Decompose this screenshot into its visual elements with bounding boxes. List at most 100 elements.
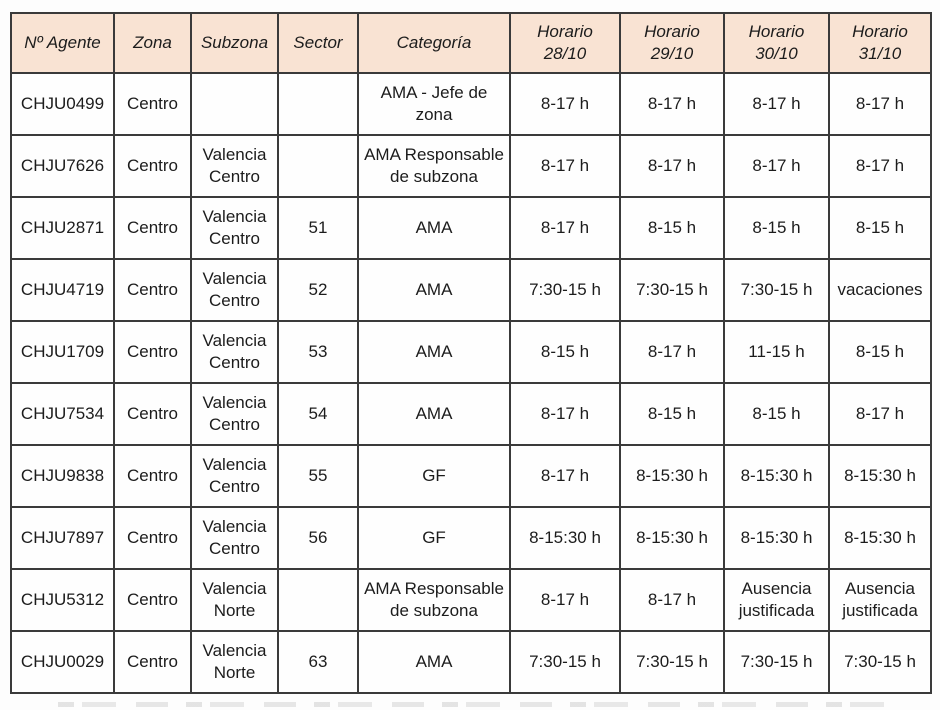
table-cell: AMA - Jefe de zona xyxy=(357,72,511,136)
table-cell: AMA Responsable de subzona xyxy=(357,134,511,198)
col-header-zona: Zona xyxy=(113,12,192,74)
table-cell: 7:30-15 h xyxy=(619,630,725,694)
table-body: CHJU0499 Centro AMA - Jefe de zona 8-17 h 8-… xyxy=(10,72,932,694)
table-cell: 8-15 h xyxy=(619,382,725,446)
table-cell: CHJU4719 xyxy=(10,258,115,322)
table-cell: 7:30-15 h xyxy=(723,630,830,694)
col-header-categoria: Categoría xyxy=(357,12,511,74)
table-cell: 8-17 h xyxy=(509,134,621,198)
table-cell: 7:30-15 h xyxy=(619,258,725,322)
table-cell: 8-15:30 h xyxy=(828,506,932,570)
table-cell: Centro xyxy=(113,320,192,384)
table-cell: 8-15:30 h xyxy=(509,506,621,570)
table-cell: CHJU5312 xyxy=(10,568,115,632)
table-cell: Valencia Centro xyxy=(190,134,279,198)
table-cell: 8-15:30 h xyxy=(828,444,932,508)
table-cell: GF xyxy=(357,444,511,508)
table-cell: Centro xyxy=(113,506,192,570)
table-cell: CHJU0029 xyxy=(10,630,115,694)
col-header-subzona: Subzona xyxy=(190,12,279,74)
table-cell: 63 xyxy=(277,630,359,694)
table-cell: AMA xyxy=(357,630,511,694)
table-cell: GF xyxy=(357,506,511,570)
table-cell: 8-15 h xyxy=(723,196,830,260)
table-cell: 8-17 h xyxy=(619,568,725,632)
table-cell: 8-17 h xyxy=(619,320,725,384)
table-row: CHJU7626 Centro Valencia Centro AMA Respons… xyxy=(10,134,932,198)
table-cell: CHJU1709 xyxy=(10,320,115,384)
table-cell: Centro xyxy=(113,568,192,632)
col-header-horario-30-10: Horario 30/10 xyxy=(723,12,830,74)
table-cell: Valencia Centro xyxy=(190,506,279,570)
col-header-horario-29-10: Horario 29/10 xyxy=(619,12,725,74)
table-cell: 8-17 h xyxy=(619,72,725,136)
table-cell: 8-17 h xyxy=(509,568,621,632)
table-cell: 8-15 h xyxy=(828,320,932,384)
table-cell: AMA Responsable de subzona xyxy=(357,568,511,632)
table-cell: 7:30-15 h xyxy=(509,630,621,694)
table-cell: AMA xyxy=(357,382,511,446)
cropped-caption-artifact xyxy=(58,702,888,707)
table-cell: CHJU7626 xyxy=(10,134,115,198)
header-row: Nº Agente Zona Subzona Sector Categoría … xyxy=(10,12,932,74)
table-cell: Valencia Norte xyxy=(190,630,279,694)
table-cell: AMA xyxy=(357,258,511,322)
col-header-sector: Sector xyxy=(277,12,359,74)
table-cell: Valencia Centro xyxy=(190,382,279,446)
table-cell: 8-17 h xyxy=(828,382,932,446)
table-cell: 52 xyxy=(277,258,359,322)
table-row: CHJU4719 Centro Valencia Centro 52 AMA 7:30-1… xyxy=(10,258,932,322)
table-cell: Centro xyxy=(113,72,192,136)
table-cell: 8-15 h xyxy=(828,196,932,260)
col-header-horario-31-10: Horario 31/10 xyxy=(828,12,932,74)
table-cell: Centro xyxy=(113,382,192,446)
table-row: CHJU5312 Centro Valencia Norte AMA Responsa… xyxy=(10,568,932,632)
table-cell: Valencia Norte xyxy=(190,568,279,632)
table-cell: 8-17 h xyxy=(509,72,621,136)
table-cell: CHJU7534 xyxy=(10,382,115,446)
table-cell: AMA xyxy=(357,320,511,384)
table-cell: 53 xyxy=(277,320,359,384)
table-cell: 8-15:30 h xyxy=(723,506,830,570)
table-cell: 8-17 h xyxy=(509,382,621,446)
table-cell xyxy=(190,72,279,136)
col-header-agente: Nº Agente xyxy=(10,12,115,74)
table-cell: CHJU7897 xyxy=(10,506,115,570)
table-cell: vacaciones xyxy=(828,258,932,322)
table-cell: 54 xyxy=(277,382,359,446)
table-cell: 8-15 h xyxy=(619,196,725,260)
table-cell: Ausencia justificada xyxy=(723,568,830,632)
table-cell: 8-17 h xyxy=(619,134,725,198)
table-cell: Centro xyxy=(113,444,192,508)
table-cell: 8-15:30 h xyxy=(723,444,830,508)
table-cell: Valencia Centro xyxy=(190,444,279,508)
agent-schedule-table: Nº Agente Zona Subzona Sector Categoría … xyxy=(10,12,932,694)
table-cell: CHJU0499 xyxy=(10,72,115,136)
table-cell: Centro xyxy=(113,196,192,260)
table-cell: CHJU9838 xyxy=(10,444,115,508)
table-cell: 8-15:30 h xyxy=(619,444,725,508)
table-cell: Valencia Centro xyxy=(190,320,279,384)
table-row: CHJU1709 Centro Valencia Centro 53 AMA 8-15 h… xyxy=(10,320,932,384)
table-row: CHJU0029 Centro Valencia Norte 63 AMA 7:30-15… xyxy=(10,630,932,694)
table-cell: 8-17 h xyxy=(509,196,621,260)
table-cell: Valencia Centro xyxy=(190,196,279,260)
table-cell xyxy=(277,568,359,632)
table-cell xyxy=(277,72,359,136)
table-cell: 8-17 h xyxy=(723,134,830,198)
table-row: CHJU2871 Centro Valencia Centro 51 AMA 8-17 h… xyxy=(10,196,932,260)
table-cell: Centro xyxy=(113,258,192,322)
table-cell: Centro xyxy=(113,134,192,198)
table-cell: 7:30-15 h xyxy=(723,258,830,322)
table-cell: 56 xyxy=(277,506,359,570)
table-cell: 8-15:30 h xyxy=(619,506,725,570)
table-cell: 51 xyxy=(277,196,359,260)
table-row: CHJU7534 Centro Valencia Centro 54 AMA 8-17 h… xyxy=(10,382,932,446)
col-header-horario-28-10: Horario 28/10 xyxy=(509,12,621,74)
table-cell: 8-17 h xyxy=(828,72,932,136)
table-cell: 55 xyxy=(277,444,359,508)
table-cell: CHJU2871 xyxy=(10,196,115,260)
table-cell: 8-17 h xyxy=(509,444,621,508)
